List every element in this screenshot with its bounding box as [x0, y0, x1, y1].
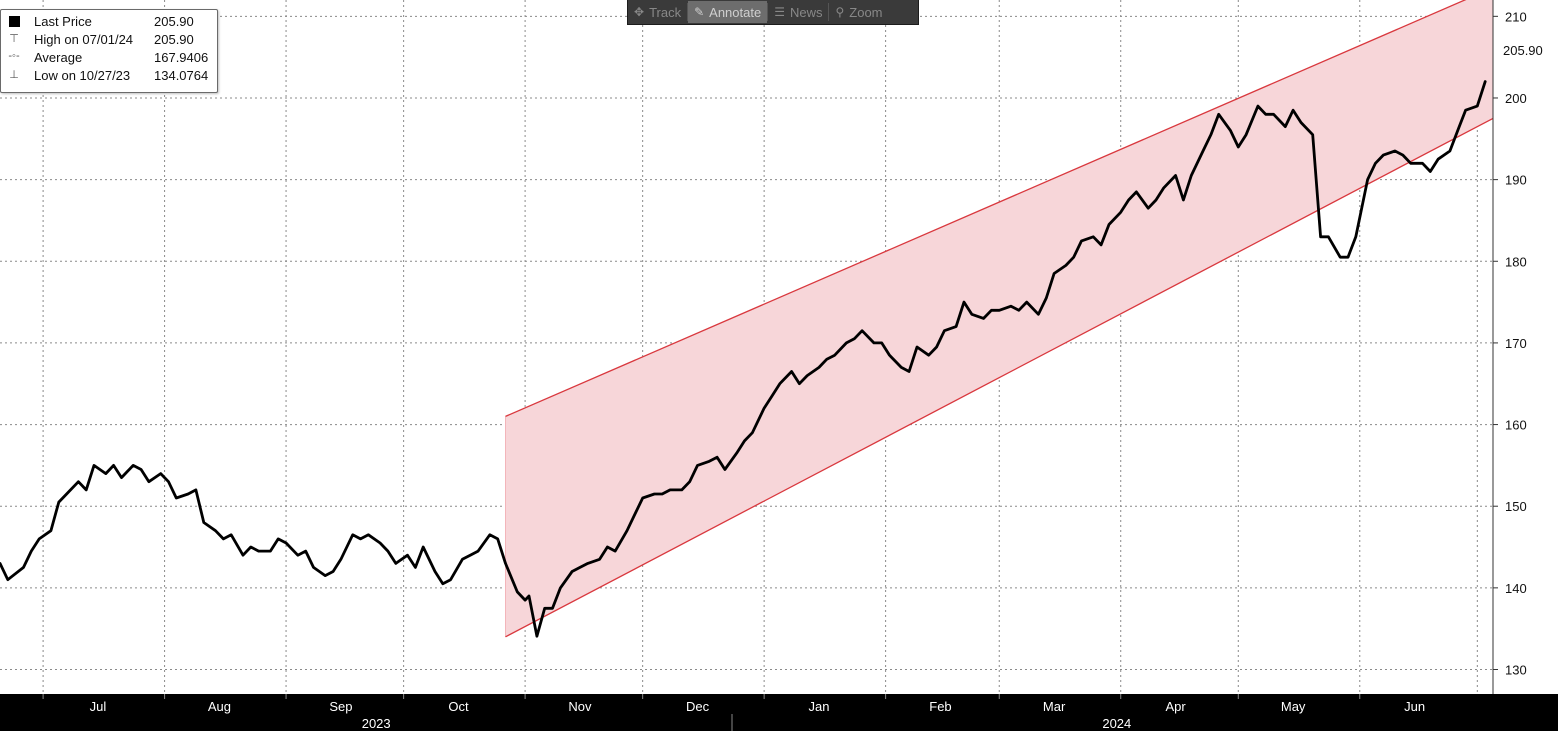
price-line: [0, 80, 1487, 638]
x-tick-label: May: [1281, 699, 1306, 714]
x-tick-label: Jun: [1404, 699, 1425, 714]
legend-value: 205.90: [154, 32, 194, 47]
x-tick-label: Mar: [1043, 699, 1066, 714]
y-tick-label: 130: [1505, 663, 1527, 678]
x-year-label: 2023: [362, 716, 391, 731]
trend-channel: [505, 0, 1494, 638]
y-tick-label: 150: [1505, 499, 1527, 514]
annotate-button[interactable]: ✎ Annotate: [688, 1, 768, 23]
legend-value: 167.9406: [154, 50, 209, 65]
toolbar-divider: [767, 3, 769, 21]
y-axis: 130 140 150 160 170 180 190 200 210 205.90: [1492, 0, 1543, 694]
y-tick-label: 210: [1505, 9, 1527, 24]
x-tick-label: Feb: [929, 699, 951, 714]
y-tick-label: 160: [1505, 418, 1527, 433]
channel-upper-line: [505, 0, 1467, 417]
annotate-label: Annotate: [709, 4, 762, 20]
legend-row-high: ⊤ High on 07/01/24 205.90: [1, 31, 215, 49]
y-tick-label: 200: [1505, 91, 1527, 106]
legend-row-last-price: Last Price 205.90: [1, 13, 215, 31]
channel-lower-line: [505, 117, 1494, 638]
y-tick-label: 190: [1505, 173, 1527, 188]
pencil-icon: ✎: [694, 5, 705, 19]
legend-label: Average: [34, 50, 83, 65]
y-tick-label: 180: [1505, 254, 1527, 269]
crosshair-icon: ✥: [634, 5, 645, 19]
low-marker-icon: ⊥: [9, 69, 19, 81]
x-tick-label: Oct: [448, 699, 469, 714]
x-tick-label: Apr: [1165, 699, 1186, 714]
toolbar-divider: [828, 3, 830, 21]
x-tick-label: Jul: [90, 699, 107, 714]
legend-row-low: ⊥ Low on 10/27/23 134.0764: [1, 67, 215, 85]
y-tick-label: 140: [1505, 581, 1527, 596]
legend-row-average: -◦- Average 167.9406: [1, 49, 215, 67]
legend-label: Last Price: [34, 14, 92, 29]
track-button[interactable]: ✥ Track: [628, 1, 687, 23]
zoom-label: Zoom: [849, 4, 883, 20]
high-marker-icon: ⊤: [9, 33, 19, 45]
legend-label: High on 07/01/24: [34, 32, 134, 47]
zoom-button[interactable]: ⚲ Zoom: [829, 1, 888, 23]
channel-fill: [505, 0, 1493, 637]
legend-label: Low on 10/27/23: [34, 68, 131, 83]
news-label: News: [789, 4, 823, 20]
x-tick-label: Nov: [568, 699, 592, 714]
legend-value: 134.0764: [154, 68, 209, 83]
x-tick-label: Aug: [208, 699, 231, 714]
y-tick-label: 170: [1505, 336, 1527, 351]
x-axis: Jul Aug Sep Oct Nov Dec Jan Feb Mar Apr May Jun 2023…: [0, 694, 1558, 731]
x-tick-label: Sep: [329, 699, 352, 714]
news-icon: ☰: [774, 5, 785, 19]
average-marker-icon: -◦-: [8, 50, 20, 62]
x-year-label: 2024: [1102, 716, 1131, 731]
x-tick-label: Dec: [686, 699, 710, 714]
legend-box[interactable]: Last Price 205.90 ⊤ High on 07/01/24 205…: [0, 9, 218, 93]
chart-toolbar: ✥ Track ✎ Annotate ☰ News ⚲ Zoom: [627, 0, 919, 25]
track-label: Track: [649, 4, 682, 20]
last-price-label: 205.90: [1503, 43, 1543, 58]
news-button[interactable]: ☰ News: [768, 1, 828, 23]
x-tick-label: Jan: [809, 699, 830, 714]
filled-square-icon: [8, 14, 20, 30]
toolbar-divider: [687, 3, 689, 21]
legend-value: 205.90: [154, 14, 194, 29]
magnifier-icon: ⚲: [835, 5, 845, 19]
